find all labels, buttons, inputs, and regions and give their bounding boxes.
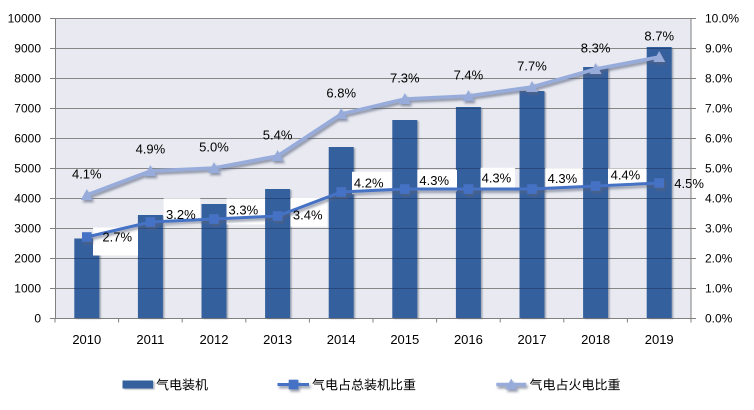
svg-text:2010: 2010	[72, 332, 101, 347]
svg-text:4.3%: 4.3%	[548, 171, 578, 186]
svg-text:6.0%: 6.0%	[705, 131, 733, 145]
svg-text:2016: 2016	[454, 332, 483, 347]
svg-text:2012: 2012	[200, 332, 229, 347]
svg-text:6.8%: 6.8%	[326, 86, 356, 101]
svg-text:3.0%: 3.0%	[705, 221, 733, 235]
svg-text:4.2%: 4.2%	[354, 176, 384, 191]
svg-text:4.4%: 4.4%	[611, 168, 641, 183]
svg-text:3.2%: 3.2%	[166, 207, 196, 222]
svg-text:4000: 4000	[14, 191, 41, 205]
svg-text:10.0%: 10.0%	[705, 11, 739, 25]
svg-text:5.4%: 5.4%	[263, 128, 293, 143]
svg-text:7.4%: 7.4%	[454, 68, 484, 83]
svg-text:5000: 5000	[14, 161, 41, 175]
svg-text:3000: 3000	[14, 221, 41, 235]
svg-text:8.7%: 8.7%	[644, 29, 674, 44]
svg-text:1000: 1000	[14, 281, 41, 295]
svg-text:9.0%: 9.0%	[705, 41, 733, 55]
svg-text:2.0%: 2.0%	[705, 251, 733, 265]
svg-text:4.3%: 4.3%	[482, 170, 512, 185]
svg-text:0.0%: 0.0%	[705, 311, 733, 325]
svg-text:7.7%: 7.7%	[517, 59, 547, 74]
svg-text:3.3%: 3.3%	[229, 203, 259, 218]
svg-text:6000: 6000	[14, 131, 41, 145]
svg-text:5.0%: 5.0%	[199, 140, 229, 155]
svg-text:3.4%: 3.4%	[293, 208, 323, 223]
svg-text:2000: 2000	[14, 251, 41, 265]
svg-text:4.5%: 4.5%	[674, 176, 704, 191]
svg-text:7000: 7000	[14, 101, 41, 115]
svg-text:9000: 9000	[14, 41, 41, 55]
svg-text:4.9%: 4.9%	[136, 142, 166, 157]
svg-text:2019: 2019	[645, 332, 674, 347]
svg-text:2017: 2017	[518, 332, 547, 347]
svg-text:4.3%: 4.3%	[419, 173, 449, 188]
svg-text:2014: 2014	[327, 332, 356, 347]
svg-text:8000: 8000	[14, 71, 41, 85]
svg-text:4.0%: 4.0%	[705, 191, 733, 205]
svg-text:5.0%: 5.0%	[705, 161, 733, 175]
svg-text:8.0%: 8.0%	[705, 71, 733, 85]
svg-text:2.7%: 2.7%	[102, 230, 132, 245]
svg-text:10000: 10000	[8, 11, 42, 25]
svg-text:2013: 2013	[263, 332, 292, 347]
svg-text:7.3%: 7.3%	[390, 71, 420, 86]
svg-text:2018: 2018	[581, 332, 610, 347]
svg-text:4.1%: 4.1%	[72, 167, 102, 182]
svg-text:0: 0	[34, 311, 41, 325]
svg-text:2015: 2015	[390, 332, 419, 347]
svg-text:2011: 2011	[136, 332, 164, 347]
svg-text:1.0%: 1.0%	[705, 281, 733, 295]
svg-text:8.3%: 8.3%	[581, 41, 611, 56]
svg-text:7.0%: 7.0%	[705, 101, 733, 115]
